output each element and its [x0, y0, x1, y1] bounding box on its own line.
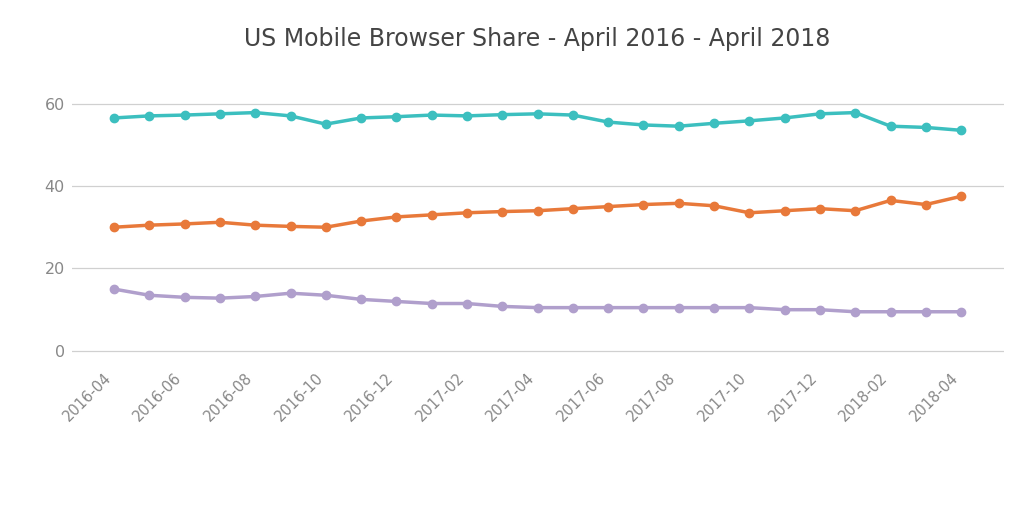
Chrome	[390, 214, 402, 220]
Other	[814, 307, 826, 313]
Other	[426, 301, 438, 307]
Line: Safari: Safari	[110, 108, 966, 134]
Safari	[355, 115, 368, 121]
Chrome	[566, 206, 579, 212]
Other	[143, 292, 156, 298]
Chrome	[426, 212, 438, 218]
Title: US Mobile Browser Share - April 2016 - April 2018: US Mobile Browser Share - April 2016 - A…	[245, 26, 830, 51]
Other	[178, 294, 190, 301]
Safari	[708, 120, 720, 127]
Chrome	[143, 222, 156, 228]
Chrome	[497, 209, 509, 215]
Safari	[143, 113, 156, 119]
Other	[743, 305, 756, 311]
Other	[566, 305, 579, 311]
Chrome	[178, 221, 190, 227]
Other	[778, 307, 791, 313]
Other	[637, 305, 649, 311]
Chrome	[920, 201, 932, 208]
Chrome	[708, 202, 720, 209]
Other	[461, 301, 473, 307]
Chrome	[778, 208, 791, 214]
Safari	[602, 119, 614, 125]
Safari	[849, 110, 861, 116]
Chrome	[285, 223, 297, 229]
Chrome	[249, 222, 261, 228]
Safari	[497, 112, 509, 118]
Other	[708, 305, 720, 311]
Other	[249, 293, 261, 299]
Chrome	[531, 208, 544, 214]
Safari	[673, 123, 685, 129]
Chrome	[108, 224, 120, 230]
Other	[885, 309, 897, 315]
Other	[920, 309, 932, 315]
Other	[319, 292, 332, 298]
Safari	[426, 112, 438, 118]
Chrome	[885, 197, 897, 203]
Chrome	[814, 206, 826, 212]
Other	[497, 303, 509, 309]
Safari	[637, 122, 649, 128]
Safari	[531, 111, 544, 117]
Chrome	[743, 210, 756, 216]
Safari	[814, 111, 826, 117]
Safari	[566, 112, 579, 118]
Safari	[108, 115, 120, 121]
Safari	[214, 111, 226, 117]
Other	[355, 296, 368, 303]
Safari	[178, 112, 190, 118]
Safari	[920, 125, 932, 131]
Other	[849, 309, 861, 315]
Other	[390, 298, 402, 305]
Other	[214, 295, 226, 301]
Safari	[778, 115, 791, 121]
Chrome	[637, 201, 649, 208]
Chrome	[602, 203, 614, 210]
Chrome	[461, 210, 473, 216]
Line: Chrome: Chrome	[110, 192, 966, 231]
Safari	[743, 118, 756, 124]
Chrome	[214, 219, 226, 225]
Safari	[319, 121, 332, 127]
Other	[955, 309, 968, 315]
Safari	[285, 113, 297, 119]
Chrome	[355, 218, 368, 224]
Line: Other: Other	[110, 285, 966, 316]
Safari	[461, 113, 473, 119]
Other	[285, 290, 297, 296]
Chrome	[319, 224, 332, 230]
Chrome	[849, 208, 861, 214]
Other	[108, 286, 120, 292]
Chrome	[673, 200, 685, 207]
Other	[673, 305, 685, 311]
Safari	[885, 123, 897, 129]
Other	[602, 305, 614, 311]
Safari	[249, 110, 261, 116]
Safari	[955, 127, 968, 133]
Chrome	[955, 193, 968, 199]
Safari	[390, 114, 402, 120]
Other	[531, 305, 544, 311]
